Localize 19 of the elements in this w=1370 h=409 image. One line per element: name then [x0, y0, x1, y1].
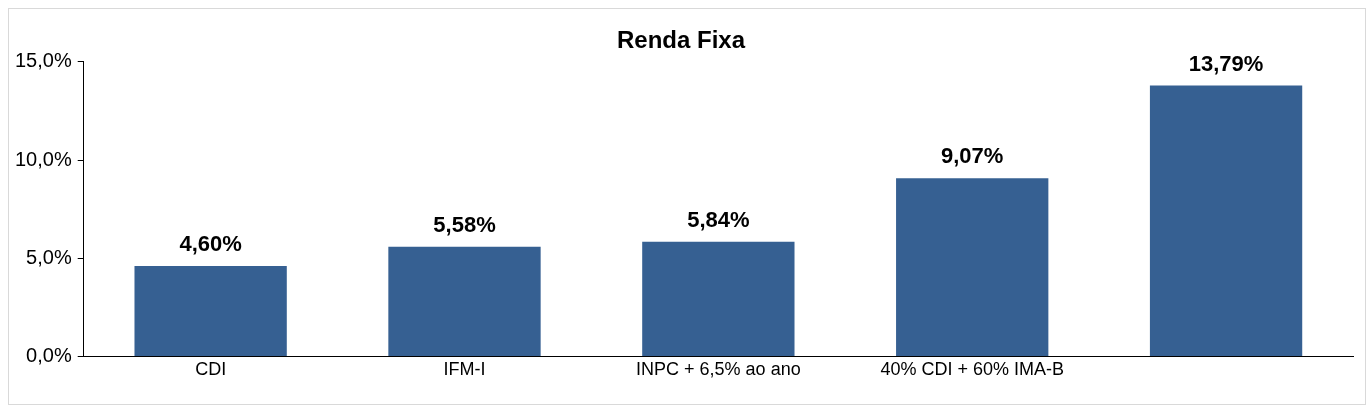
x-tick-label: 40% CDI + 60% IMA-B [880, 359, 1064, 380]
data-label: 9,07% [941, 143, 1004, 169]
bar [388, 246, 541, 356]
x-tick-label: INPC + 6,5% ao ano [636, 359, 801, 380]
y-tick-label: 5,0% [26, 245, 72, 268]
y-tick-label: 10,0% [14, 147, 72, 170]
bar [642, 241, 795, 356]
data-label: 13,79% [1188, 50, 1264, 76]
data-label: 5,58% [433, 211, 496, 237]
bar [896, 178, 1049, 356]
bar [1149, 85, 1303, 356]
data-label: 5,84% [687, 206, 750, 232]
y-tick-label: 15,0% [14, 49, 72, 72]
x-tick-label: IFM-I [443, 359, 486, 380]
x-tick-label: CDI [195, 359, 227, 380]
chart-title: Renda Fixa [616, 26, 746, 54]
data-label: 4,60% [179, 231, 242, 257]
bar [134, 266, 287, 356]
y-tick-label: 0,0% [26, 343, 72, 366]
